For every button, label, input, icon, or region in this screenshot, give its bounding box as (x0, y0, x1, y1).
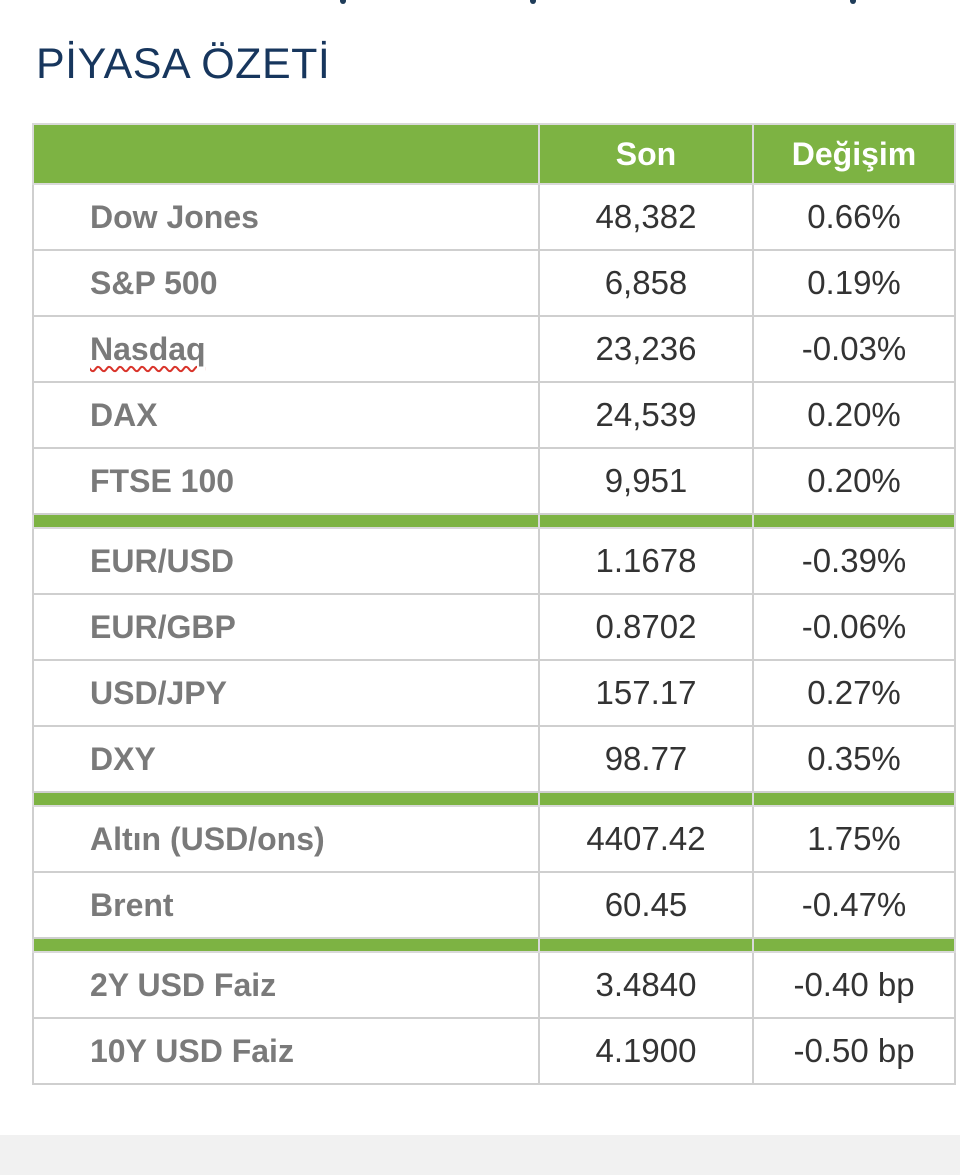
last-value: 4.1900 (538, 1017, 754, 1085)
spellcheck-underlined-text: Nasdaq (90, 330, 206, 367)
document-page: PİYASA ÖZETİ Son Değişim Dow Jones 48,38… (0, 0, 960, 1135)
change-value: -0.40 bp (752, 951, 956, 1019)
table-row: Brent 60.45 -0.47% (32, 871, 956, 939)
table-row: 2Y USD Faiz 3.4840 -0.40 bp (32, 951, 956, 1019)
table-row: Altın (USD/ons) 4407.42 1.75% (32, 805, 956, 873)
header-name-cell (32, 123, 540, 185)
last-value: 9,951 (538, 447, 754, 515)
spellcheck-underlined-text: -0.50 bp (793, 1032, 915, 1069)
change-value: 1.75% (752, 805, 956, 873)
last-value: 4407.42 (538, 805, 754, 873)
page-title: PİYASA ÖZETİ (36, 40, 331, 88)
table-row: 10Y USD Faiz 4.1900 -0.50 bp (32, 1017, 956, 1085)
cropped-text-remnant (0, 0, 960, 6)
instrument-name: S&P 500 (32, 249, 540, 317)
instrument-name: FTSE 100 (32, 447, 540, 515)
change-value: 0.35% (752, 725, 956, 793)
instrument-name: 10Y USD Faiz (32, 1017, 540, 1085)
last-value: 60.45 (538, 871, 754, 939)
last-value: 1.1678 (538, 527, 754, 595)
table-row: DXY 98.77 0.35% (32, 725, 956, 793)
change-value: -0.06% (752, 593, 956, 661)
table-row: EUR/USD 1.1678 -0.39% (32, 527, 956, 595)
instrument-name: DAX (32, 381, 540, 449)
instrument-name: Brent (32, 871, 540, 939)
change-value: 0.20% (752, 381, 956, 449)
last-value: 6,858 (538, 249, 754, 317)
last-value: 3.4840 (538, 951, 754, 1019)
spellcheck-underlined-text: -0.40 bp (793, 966, 915, 1003)
instrument-name: 2Y USD Faiz (32, 951, 540, 1019)
last-value: 48,382 (538, 183, 754, 251)
last-value: 24,539 (538, 381, 754, 449)
last-value: 157.17 (538, 659, 754, 727)
table-row: FTSE 100 9,951 0.20% (32, 447, 956, 515)
change-value: 0.19% (752, 249, 956, 317)
instrument-name: EUR/USD (32, 527, 540, 595)
instrument-name: Dow Jones (32, 183, 540, 251)
instrument-name: DXY (32, 725, 540, 793)
change-value: -0.50 bp (752, 1017, 956, 1085)
last-value: 98.77 (538, 725, 754, 793)
market-summary-table: Son Değişim Dow Jones 48,382 0.66% S&P 5… (32, 123, 956, 1085)
table-row: S&P 500 6,858 0.19% (32, 249, 956, 317)
change-value: 0.20% (752, 447, 956, 515)
last-value: 23,236 (538, 315, 754, 383)
change-value: 0.27% (752, 659, 956, 727)
table-row: Nasdaq 23,236 -0.03% (32, 315, 956, 383)
table-header-row: Son Değişim (32, 123, 956, 185)
group-separator (32, 791, 956, 807)
table-row: EUR/GBP 0.8702 -0.06% (32, 593, 956, 661)
header-last: Son (538, 123, 754, 185)
header-change: Değişim (752, 123, 956, 185)
instrument-name: USD/JPY (32, 659, 540, 727)
change-value: -0.03% (752, 315, 956, 383)
change-value: -0.39% (752, 527, 956, 595)
table-row: USD/JPY 157.17 0.27% (32, 659, 956, 727)
instrument-name: Altın (USD/ons) (32, 805, 540, 873)
table-row: Dow Jones 48,382 0.66% (32, 183, 956, 251)
instrument-name: EUR/GBP (32, 593, 540, 661)
group-separator (32, 513, 956, 529)
change-value: 0.66% (752, 183, 956, 251)
group-separator (32, 937, 956, 953)
table-row: DAX 24,539 0.20% (32, 381, 956, 449)
change-value: -0.47% (752, 871, 956, 939)
instrument-name: Nasdaq (32, 315, 540, 383)
last-value: 0.8702 (538, 593, 754, 661)
